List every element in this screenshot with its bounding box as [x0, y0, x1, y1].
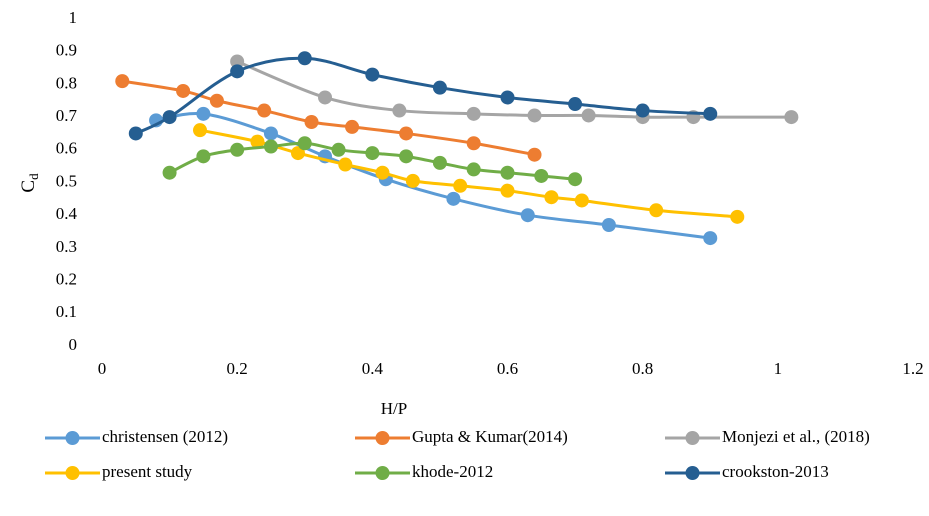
data-point: [446, 191, 461, 206]
data-point: [162, 165, 177, 180]
data-point: [338, 157, 353, 172]
legend-marker: [685, 431, 700, 445]
data-point: [703, 106, 718, 121]
data-point: [703, 231, 718, 246]
legend-label: khode-2012: [412, 462, 493, 481]
data-point: [128, 126, 143, 141]
y-tick-label: 0.1: [56, 302, 77, 321]
legend-marker: [65, 431, 80, 445]
data-point: [568, 97, 583, 112]
data-point: [527, 108, 542, 123]
x-tick-label: 0.6: [497, 359, 518, 378]
data-point: [365, 67, 380, 82]
series-line: [155, 111, 711, 240]
data-point: [466, 106, 481, 121]
y-tick-label: 0.6: [56, 139, 77, 158]
data-point: [432, 155, 447, 170]
data-point: [527, 147, 542, 162]
data-point: [263, 139, 278, 154]
y-tick-label: 0: [69, 335, 78, 354]
legend-label: Gupta & Kumar(2014): [412, 427, 568, 446]
data-point: [405, 173, 420, 188]
legend-marker: [65, 466, 80, 480]
data-point: [345, 119, 360, 134]
data-point: [318, 90, 333, 105]
y-axis-label-base: C: [18, 180, 39, 193]
data-point: [466, 136, 481, 151]
x-tick-label: 0.8: [632, 359, 653, 378]
data-point: [432, 80, 447, 95]
y-tick-label: 0.2: [56, 270, 77, 289]
legend-label: Monjezi et al., (2018): [722, 427, 870, 446]
data-point: [392, 103, 407, 118]
data-point: [581, 108, 596, 123]
data-point: [263, 126, 278, 141]
data-point: [365, 146, 380, 161]
data-point: [453, 178, 468, 193]
y-tick-label: 1: [69, 8, 78, 27]
data-point: [500, 90, 515, 105]
data-point: [520, 208, 535, 223]
x-axis-label: H/P: [381, 399, 407, 418]
data-point: [730, 209, 745, 224]
y-tick-label: 0.9: [56, 41, 77, 60]
x-tick-label: 0.4: [362, 359, 384, 378]
legend-marker: [375, 466, 390, 480]
legend-label: present study: [102, 462, 193, 481]
data-point: [196, 149, 211, 164]
data-point: [331, 142, 346, 157]
data-point: [568, 172, 583, 187]
series-line: [135, 56, 711, 135]
y-tick-label: 0.5: [56, 171, 77, 190]
data-point: [250, 134, 265, 149]
y-axis-label: Cd: [18, 173, 41, 193]
legend-label: crookston-2013: [722, 462, 829, 481]
y-tick-label: 0.8: [56, 73, 77, 92]
data-point: [399, 149, 414, 164]
data-point: [375, 165, 390, 180]
x-tick-label: 1.2: [902, 359, 923, 378]
data-point: [230, 54, 245, 69]
data-point: [399, 126, 414, 141]
data-point: [574, 193, 589, 208]
data-point: [544, 190, 559, 205]
data-point: [466, 162, 481, 177]
data-point: [500, 165, 515, 180]
x-tick-label: 0: [98, 359, 107, 378]
data-point: [257, 103, 272, 118]
data-point: [534, 168, 549, 183]
data-point: [635, 103, 650, 118]
data-point: [176, 83, 191, 98]
data-point: [230, 64, 245, 79]
data-point: [297, 51, 312, 66]
legend-marker: [685, 466, 700, 480]
data-point: [115, 74, 130, 89]
legend-label: christensen (2012): [102, 427, 228, 446]
data-point: [500, 183, 515, 198]
data-point: [230, 142, 245, 157]
data-point: [297, 136, 312, 151]
y-axis-label-subscript: d: [26, 173, 41, 180]
x-tick-label: 0.2: [227, 359, 248, 378]
y-tick-label: 0.4: [56, 204, 78, 223]
data-point: [209, 93, 224, 108]
data-point: [196, 106, 211, 121]
data-point: [784, 110, 799, 125]
data-point: [162, 110, 177, 125]
legend-marker: [375, 431, 390, 445]
x-tick-label: 1: [774, 359, 783, 378]
data-point: [192, 123, 207, 138]
data-point: [290, 146, 305, 161]
data-point: [304, 115, 319, 130]
y-tick-label: 0.3: [56, 237, 77, 256]
data-point: [649, 203, 664, 218]
data-point: [601, 218, 616, 233]
y-tick-label: 0.7: [56, 106, 78, 125]
